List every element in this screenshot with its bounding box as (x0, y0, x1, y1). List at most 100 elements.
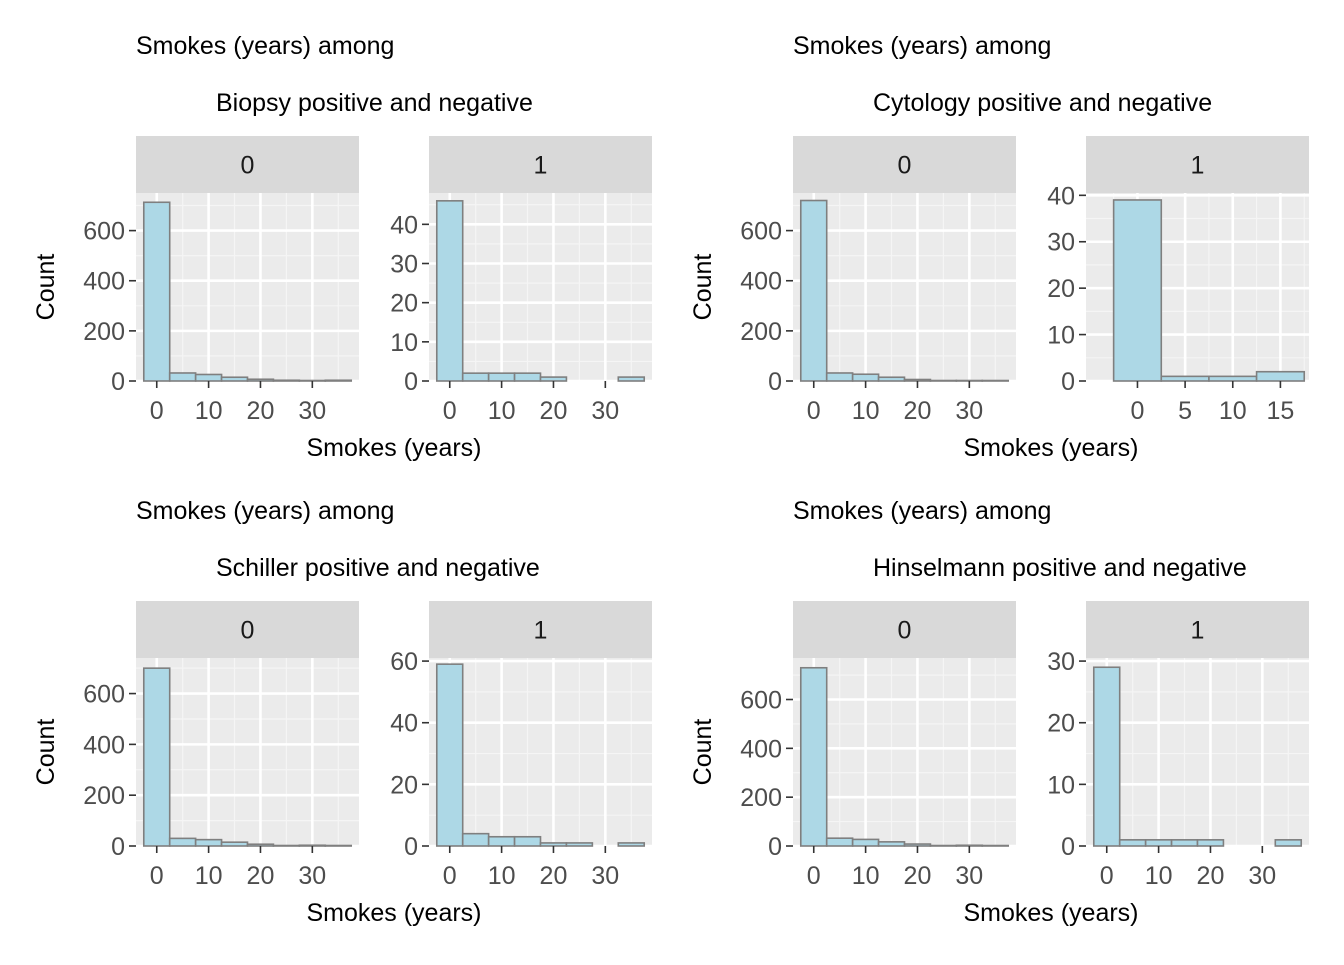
y-tick-label: 600 (740, 687, 782, 715)
y-tick-label: 60 (390, 648, 418, 676)
histogram-bar (144, 202, 170, 381)
y-tick-label: 0 (1061, 833, 1075, 861)
histogram-bar (170, 838, 196, 846)
histogram-bar (437, 664, 463, 846)
histogram-bar (1161, 376, 1209, 381)
y-tick-label: 600 (83, 681, 125, 709)
x-tick-label: 10 (488, 862, 516, 890)
y-axis-label: Count (32, 719, 60, 786)
y-tick-label: 20 (390, 290, 418, 318)
x-tick-label: 15 (1267, 397, 1295, 425)
histogram-bar (463, 834, 489, 846)
y-axis-label: Count (689, 254, 717, 321)
x-tick-label: 20 (247, 862, 275, 890)
chart-subtitle: Biopsy positive and negative (216, 89, 533, 117)
chart-subtitle: Hinselmann positive and negative (873, 554, 1247, 582)
x-tick-label: 0 (1100, 862, 1114, 890)
x-tick-label: 5 (1178, 397, 1192, 425)
facet-label: 0 (241, 617, 255, 645)
histogram-bar (827, 373, 853, 381)
histogram-bar (248, 379, 274, 381)
y-tick-label: 200 (740, 784, 782, 812)
histogram-bar (956, 380, 982, 381)
chart-subtitle: Cytology positive and negative (873, 89, 1212, 117)
facet-label: 0 (898, 617, 912, 645)
histogram-bar (299, 380, 325, 381)
histogram-bar (1114, 200, 1162, 381)
x-axis-label: Smokes (years) (306, 434, 481, 462)
y-tick-label: 40 (390, 710, 418, 738)
x-tick-label: 30 (298, 397, 326, 425)
histogram-bar (879, 842, 905, 846)
y-tick-label: 20 (1047, 275, 1075, 303)
histogram-bar (248, 844, 274, 846)
histogram-bar (541, 377, 567, 381)
histogram-bar (853, 374, 879, 381)
x-tick-label: 20 (540, 397, 568, 425)
histogram-bar (1172, 840, 1198, 846)
x-tick-label: 10 (1145, 862, 1173, 890)
histogram-bar (325, 380, 351, 381)
chart-title: Smokes (years) among (793, 497, 1051, 525)
y-tick-label: 0 (1061, 368, 1075, 396)
facet-label: 0 (241, 152, 255, 180)
x-tick-label: 0 (150, 862, 164, 890)
y-tick-label: 20 (390, 771, 418, 799)
y-tick-label: 200 (83, 318, 125, 346)
histogram-bar (515, 373, 541, 381)
x-tick-label: 0 (443, 862, 457, 890)
histogram-bar (541, 843, 567, 846)
histogram-bar (273, 380, 299, 381)
y-tick-label: 30 (1047, 229, 1075, 257)
x-tick-label: 0 (807, 397, 821, 425)
x-tick-label: 0 (807, 862, 821, 890)
x-tick-label: 30 (955, 397, 983, 425)
histogram-bar (618, 377, 644, 381)
chart-subtitle: Schiller positive and negative (216, 554, 540, 582)
histogram-bar (222, 377, 248, 381)
chart-title: Smokes (years) among (793, 32, 1051, 60)
x-tick-label: 30 (955, 862, 983, 890)
y-tick-label: 600 (740, 218, 782, 246)
y-tick-label: 30 (390, 251, 418, 279)
histogram-bar (956, 845, 982, 846)
x-tick-label: 0 (1131, 397, 1145, 425)
histogram-bar (299, 845, 325, 846)
histogram-bar (144, 668, 170, 846)
y-tick-label: 400 (83, 268, 125, 296)
x-tick-label: 20 (904, 862, 932, 890)
histogram-bar (1209, 376, 1257, 381)
x-tick-label: 20 (904, 397, 932, 425)
x-tick-label: 10 (488, 397, 516, 425)
y-tick-label: 400 (83, 731, 125, 759)
histogram-bar (1094, 667, 1120, 846)
histogram-bar (515, 837, 541, 846)
x-tick-label: 30 (591, 862, 619, 890)
y-tick-label: 0 (404, 833, 418, 861)
x-tick-label: 30 (591, 397, 619, 425)
chart-title: Smokes (years) among (136, 32, 394, 60)
x-tick-label: 0 (443, 397, 457, 425)
histogram-bar (879, 377, 905, 381)
histogram-bar (489, 373, 515, 381)
x-tick-label: 10 (195, 397, 223, 425)
y-tick-label: 0 (111, 368, 125, 396)
x-tick-label: 30 (298, 862, 326, 890)
facet-label: 0 (898, 152, 912, 180)
y-tick-label: 0 (404, 368, 418, 396)
y-tick-label: 20 (1047, 710, 1075, 738)
x-tick-label: 20 (540, 862, 568, 890)
y-tick-label: 200 (83, 782, 125, 810)
facet-label: 1 (534, 152, 548, 180)
x-tick-label: 10 (852, 862, 880, 890)
histogram-bar (1120, 840, 1146, 846)
x-tick-label: 30 (1248, 862, 1276, 890)
y-tick-label: 200 (740, 318, 782, 346)
histogram-bar (1146, 840, 1172, 846)
histogram-bar (273, 845, 299, 846)
x-axis-label: Smokes (years) (963, 434, 1138, 462)
histogram-bar (827, 838, 853, 846)
y-tick-label: 0 (768, 833, 782, 861)
y-tick-label: 600 (83, 218, 125, 246)
